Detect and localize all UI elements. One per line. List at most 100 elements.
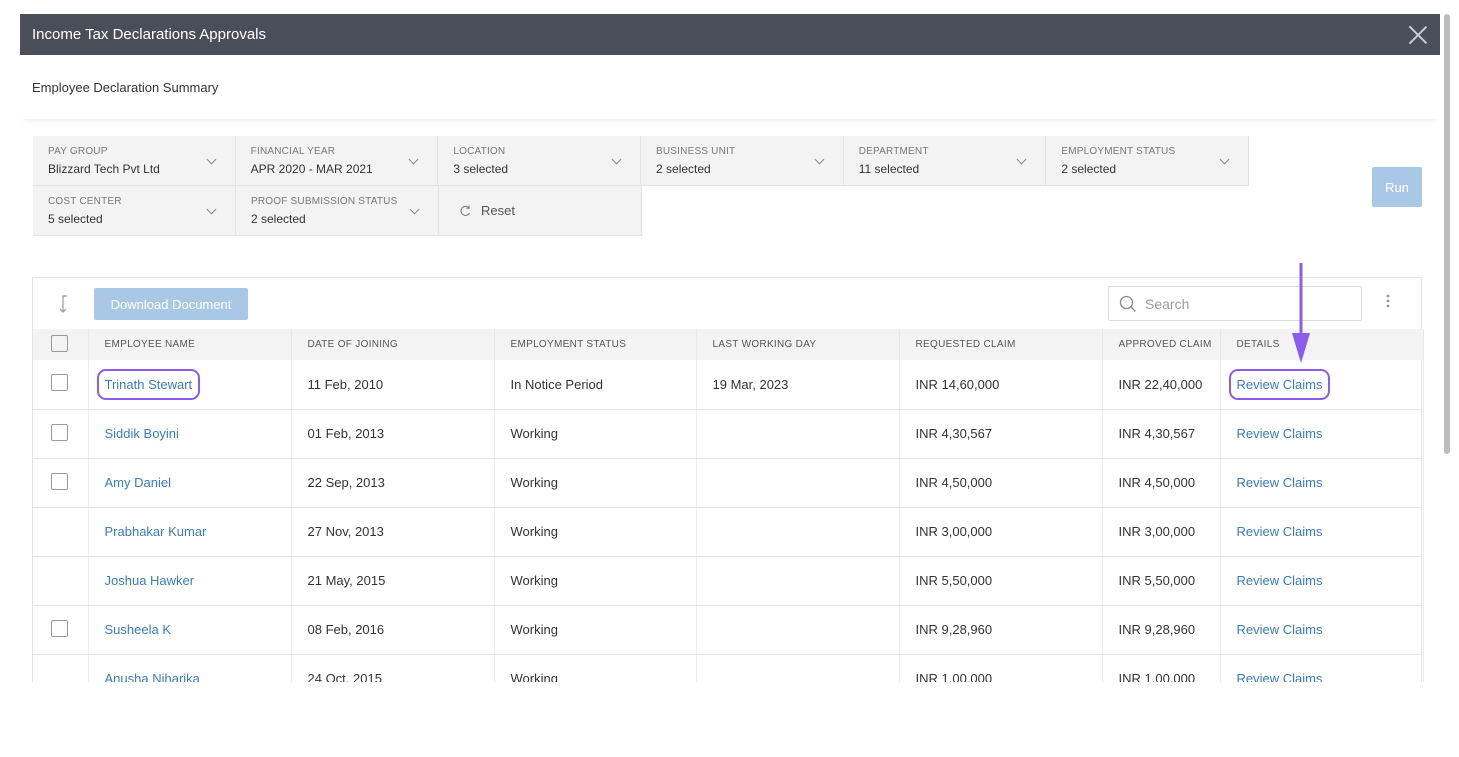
table-header-row: EMPLOYEE NAME DATE OF JOINING EMPLOYMENT… (33, 329, 1424, 360)
filter-value: 2 selected (1061, 162, 1117, 176)
filter-business-unit[interactable]: BUSINESS UNIT 2 selected (641, 136, 844, 186)
scrollbar[interactable] (1444, 14, 1450, 454)
approved-claim-cell: INR 1,00,000 (1102, 654, 1221, 682)
filter-value: 3 selected (453, 162, 509, 176)
employment-status-cell: Working (494, 507, 697, 557)
requested-claim-cell: INR 4,30,567 (899, 409, 1103, 459)
row-select-cell (33, 556, 89, 606)
search-box[interactable] (1108, 286, 1362, 321)
filter-label: PROOF SUBMISSION STATUS (251, 196, 398, 207)
filter-employment-status[interactable]: EMPLOYMENT STATUS 2 selected (1046, 136, 1250, 186)
date-of-joining-cell: 11 Feb, 2010 (291, 360, 495, 410)
employment-status-cell: Working (494, 409, 697, 459)
column-header[interactable]: REQUESTED CLAIM (899, 329, 1103, 360)
review-claims-link[interactable]: Review Claims (1236, 622, 1323, 637)
date-of-joining-cell: 27 Nov, 2013 (291, 507, 495, 557)
details-cell: Review Claims (1220, 458, 1424, 508)
approved-claim-cell: INR 4,50,000 (1102, 458, 1221, 508)
column-header[interactable]: APPROVED CLAIM (1102, 329, 1221, 360)
date-of-joining-cell: 22 Sep, 2013 (291, 458, 495, 508)
filter-value: 11 selected (858, 162, 920, 176)
filter-cost-center[interactable]: COST CENTER 5 selected (33, 186, 236, 236)
filter-label: EMPLOYMENT STATUS (1061, 146, 1176, 157)
details-cell: Review Claims (1220, 360, 1424, 410)
review-claims-link[interactable]: Review Claims (1236, 426, 1323, 441)
row-select-cell (33, 654, 89, 682)
employee-table-panel: Download Document EMPLOYEE NAME DATE OF … (32, 277, 1424, 682)
approved-claim-cell: INR 4,30,567 (1102, 409, 1221, 459)
table-row: Trinath Stewart 11 Feb, 2010 In Notice P… (33, 360, 1424, 410)
requested-claim-cell: INR 5,50,000 (899, 556, 1103, 606)
employee-name-link[interactable]: Prabhakar Kumar (104, 524, 207, 539)
requested-claim-cell: INR 1,00,000 (899, 654, 1103, 682)
filter-department[interactable]: DEPARTMENT 11 selected (843, 136, 1047, 186)
filter-value: 2 selected (251, 212, 306, 226)
column-header[interactable]: EMPLOYEE NAME (88, 329, 292, 360)
filter-value: APR 2020 - MAR 2021 (250, 162, 373, 176)
details-cell: Review Claims (1220, 556, 1424, 606)
employee-table: EMPLOYEE NAME DATE OF JOINING EMPLOYMENT… (33, 329, 1424, 682)
reset-label: Reset (481, 203, 515, 218)
filter-location[interactable]: LOCATION 3 selected (438, 136, 642, 186)
table-row: Amy Daniel 22 Sep, 2013 Working INR 4,50… (33, 458, 1424, 508)
more-options-icon[interactable] (1383, 292, 1393, 312)
review-claims-link[interactable]: Review Claims (1236, 671, 1323, 682)
last-working-day-cell (696, 605, 900, 655)
employment-status-cell: Working (494, 654, 697, 682)
last-working-day-cell (696, 409, 900, 459)
column-header[interactable]: LAST WORKING DAY (696, 329, 900, 360)
employee-name-cell: Trinath Stewart (88, 360, 292, 410)
filter-proof-submission-status[interactable]: PROOF SUBMISSION STATUS 2 selected (236, 186, 439, 236)
employee-name-link[interactable]: Susheela K (104, 622, 172, 637)
employee-name-link[interactable]: Siddik Boyini (104, 426, 179, 441)
employee-name-cell: Amy Daniel (88, 458, 292, 508)
review-claims-link[interactable]: Review Claims (1236, 573, 1323, 588)
table-row: Anusha Niharika 24 Oct, 2015 Working INR… (33, 654, 1424, 682)
row-checkbox[interactable] (51, 374, 68, 392)
column-header[interactable]: DATE OF JOINING (291, 329, 495, 360)
filter-financial-year[interactable]: FINANCIAL YEAR APR 2020 - MAR 2021 (235, 136, 439, 186)
date-of-joining-cell: 01 Feb, 2013 (291, 409, 495, 459)
review-claims-link[interactable]: Review Claims (1236, 475, 1323, 490)
filter-value: 5 selected (48, 212, 103, 226)
requested-claim-cell: INR 4,50,000 (899, 458, 1103, 508)
employment-status-cell: In Notice Period (494, 360, 697, 410)
search-input[interactable] (1145, 295, 1345, 312)
row-select-cell (33, 409, 89, 459)
reset-button[interactable]: Reset (439, 186, 642, 236)
approved-claim-cell: INR 5,50,000 (1102, 556, 1221, 606)
select-all-checkbox[interactable] (51, 334, 68, 352)
approved-claim-cell: INR 22,40,000 (1102, 360, 1221, 410)
employee-name-link[interactable]: Amy Daniel (104, 475, 171, 490)
filter-label: FINANCIAL YEAR (250, 146, 336, 157)
details-cell: Review Claims (1220, 507, 1424, 557)
row-checkbox[interactable] (51, 423, 68, 441)
sort-icon[interactable] (55, 292, 75, 316)
download-document-button[interactable]: Download Document (94, 288, 248, 320)
filter-value: 2 selected (656, 162, 711, 176)
approved-claim-cell: INR 3,00,000 (1102, 507, 1221, 557)
column-header[interactable]: DETAILS (1220, 329, 1424, 360)
employee-name-link[interactable]: Joshua Hawker (104, 573, 195, 588)
employment-status-cell: Working (494, 605, 697, 655)
close-icon[interactable] (1408, 25, 1428, 45)
date-of-joining-cell: 24 Oct, 2015 (291, 654, 495, 682)
employee-name-link[interactable]: Trinath Stewart (96, 368, 201, 400)
filter-value: Blizzard Tech Pvt Ltd (48, 162, 160, 176)
filter-row-2: COST CENTER 5 selected PROOF SUBMISSION … (33, 186, 1249, 236)
requested-claim-cell: INR 3,00,000 (899, 507, 1103, 557)
run-button[interactable]: Run (1372, 167, 1422, 207)
review-claims-link[interactable]: Review Claims (1236, 524, 1323, 539)
row-select-cell (33, 507, 89, 557)
employee-name-link[interactable]: Anusha Niharika (104, 671, 200, 682)
column-header[interactable]: EMPLOYMENT STATUS (494, 329, 697, 360)
review-claims-link[interactable]: Review Claims (1228, 368, 1331, 400)
row-checkbox[interactable] (51, 472, 68, 490)
employee-name-cell: Siddik Boyini (88, 409, 292, 459)
search-icon (1119, 295, 1136, 312)
filter-pay-group[interactable]: PAY GROUP Blizzard Tech Pvt Ltd (33, 136, 236, 186)
row-checkbox[interactable] (51, 619, 68, 637)
filter-label: COST CENTER (48, 196, 122, 207)
filter-label: PAY GROUP (48, 146, 108, 157)
last-working-day-cell: 19 Mar, 2023 (696, 360, 900, 410)
